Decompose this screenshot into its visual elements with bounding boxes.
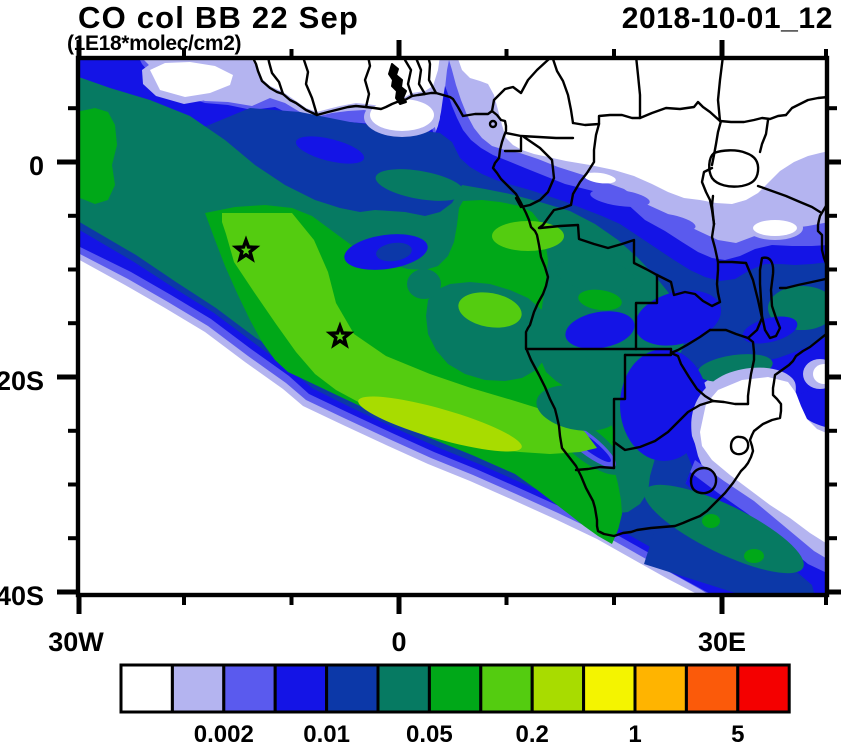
svg-text:0: 0 [391, 627, 406, 657]
svg-text:(1E18*molec/cm2): (1E18*molec/cm2) [67, 32, 241, 55]
svg-text:0.002: 0.002 [194, 721, 254, 748]
svg-text:1: 1 [628, 721, 641, 748]
svg-text:30E: 30E [698, 627, 746, 657]
svg-text:40S: 40S [0, 581, 44, 611]
svg-text:5: 5 [731, 721, 744, 748]
svg-text:30W: 30W [48, 627, 104, 657]
svg-text:0: 0 [29, 151, 44, 181]
svg-text:0.2: 0.2 [516, 721, 549, 748]
svg-text:0.05: 0.05 [406, 721, 453, 748]
svg-text:2018-10-01_12: 2018-10-01_12 [622, 2, 833, 35]
svg-text:0.01: 0.01 [303, 721, 350, 748]
svg-text:CO col BB 22 Sep: CO col BB 22 Sep [78, 0, 359, 35]
svg-text:20S: 20S [0, 366, 44, 396]
